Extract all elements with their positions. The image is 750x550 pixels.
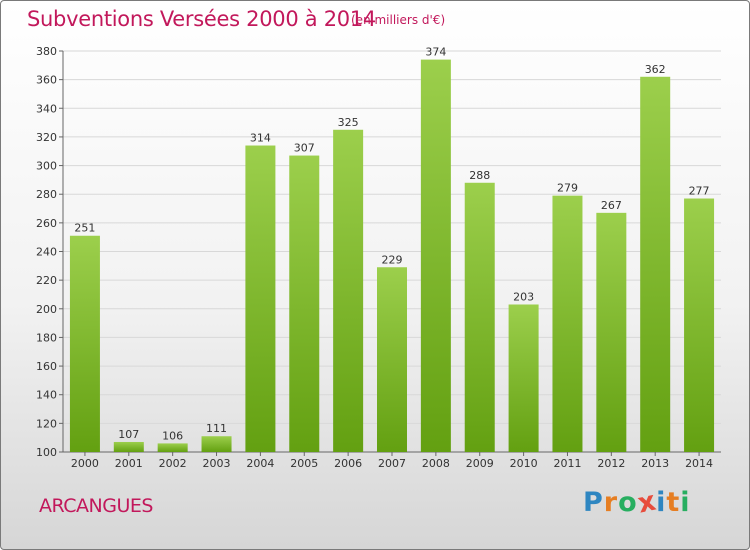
y-tick-label: 260 [36, 217, 57, 230]
x-tick-label: 2006 [334, 457, 362, 470]
x-tick-label: 2005 [290, 457, 318, 470]
bar-2008 [420, 59, 451, 452]
data-label-2007: 229 [382, 253, 403, 266]
x-tick-label: 2000 [71, 457, 99, 470]
data-label-2013: 362 [645, 63, 666, 76]
data-label-2002: 106 [162, 429, 183, 442]
x-tick-label: 2010 [510, 457, 538, 470]
y-tick-label: 200 [36, 303, 57, 316]
bar-2012 [596, 212, 627, 452]
x-tick-label: 2007 [378, 457, 406, 470]
data-label-2008: 374 [425, 46, 446, 59]
data-label-2005: 307 [294, 142, 315, 155]
y-tick-label: 380 [36, 45, 57, 58]
bar-2011 [552, 195, 583, 452]
x-tick-label: 2011 [553, 457, 581, 470]
data-label-2009: 288 [469, 169, 490, 182]
x-tick-label: 2001 [115, 457, 143, 470]
y-tick-label: 340 [36, 102, 57, 115]
chart-title: Subventions Versées 2000 à 2014 [27, 7, 376, 31]
bar-2013 [640, 76, 671, 453]
bar-2004 [245, 145, 276, 452]
bar-2006 [333, 129, 364, 452]
logo-letter: i [680, 487, 691, 518]
bar-2007 [377, 267, 407, 452]
labels: 100 120 140 160 180 200 220 240 260 280 300 320 340 3… [36, 45, 713, 470]
x-tick-label: 2002 [159, 457, 187, 470]
bar-2014 [684, 198, 715, 452]
x-tick-label: 2004 [246, 457, 274, 470]
x-tick-label: 2003 [203, 457, 231, 470]
data-label-2012: 267 [601, 199, 622, 212]
x-tick-label: 2014 [685, 457, 713, 470]
logo-letter: o [618, 487, 638, 518]
data-label-2011: 279 [557, 182, 578, 195]
x-tick-label: 2008 [422, 457, 450, 470]
y-tick-label: 300 [36, 160, 57, 173]
y-tick-label: 280 [36, 188, 57, 201]
logo-letter: P [583, 487, 604, 518]
data-label-2010: 203 [513, 290, 534, 303]
bars [69, 59, 715, 453]
bar-2001 [113, 441, 144, 452]
x-tick-label: 2012 [597, 457, 625, 470]
bar-2000 [69, 235, 100, 452]
y-tick-label: 180 [36, 331, 57, 344]
data-label-2014: 277 [689, 185, 710, 198]
data-label-2000: 251 [74, 222, 95, 235]
y-tick-label: 220 [36, 274, 57, 287]
y-tick-label: 320 [36, 131, 57, 144]
y-tick-label: 360 [36, 74, 57, 87]
data-label-2003: 111 [206, 422, 227, 435]
proxiti-logo: Proxiti [583, 485, 691, 519]
bar-2010 [508, 304, 539, 452]
data-label-2001: 107 [118, 428, 139, 441]
y-tick-label: 160 [36, 360, 57, 373]
logo-letter: i [656, 487, 667, 518]
bar-2002 [157, 443, 188, 452]
logo-letter: r [603, 487, 619, 518]
x-tick-label: 2013 [641, 457, 669, 470]
bar-2003 [201, 436, 232, 452]
y-tick-label: 140 [36, 389, 57, 402]
x-tick-label: 2009 [466, 457, 494, 470]
data-label-2004: 314 [250, 132, 271, 145]
y-tick-label: 240 [36, 246, 57, 259]
logo-letter: t [666, 487, 681, 518]
bar-2005 [289, 155, 320, 452]
y-tick-label: 120 [36, 417, 57, 430]
y-tick-label: 100 [36, 446, 57, 459]
chart-subtitle: (en milliers d'€) [351, 13, 446, 27]
data-label-2006: 325 [338, 116, 359, 129]
bar-2009 [464, 182, 495, 452]
commune-name: ARCANGUES [39, 495, 153, 517]
